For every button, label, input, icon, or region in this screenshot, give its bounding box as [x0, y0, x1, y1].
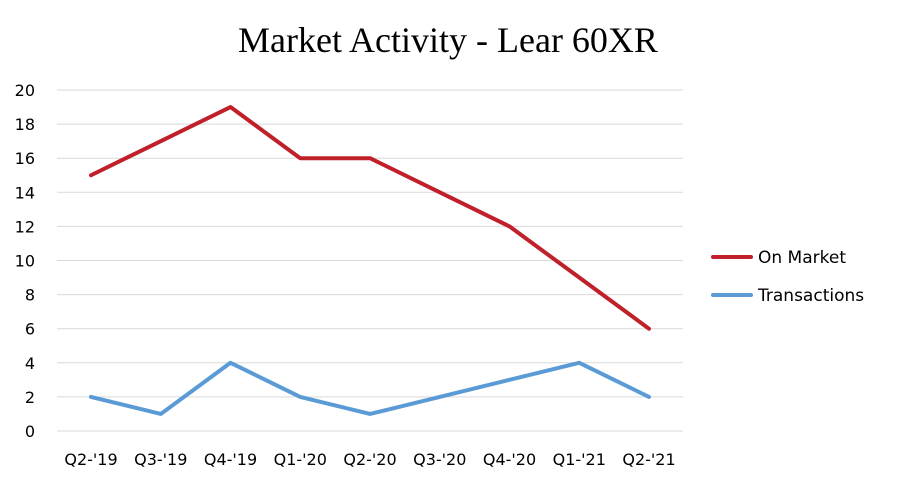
y-tick-label: 6 [25, 320, 35, 339]
data-point [438, 395, 442, 399]
legend-item: Transactions [711, 286, 864, 306]
data-point [577, 276, 581, 280]
x-tick-label: Q4-'20 [483, 450, 536, 469]
legend-item: On Market [711, 248, 846, 268]
y-tick-label: 10 [15, 252, 35, 271]
y-axis: 0 2 4 6 8 10 12 14 16 18 20 [15, 81, 35, 441]
y-tick-label: 4 [25, 354, 35, 373]
series-transactions [89, 360, 651, 416]
data-point [298, 156, 302, 160]
y-tick-label: 8 [25, 286, 35, 305]
y-tick-label: 14 [15, 183, 35, 202]
x-tick-label: Q2-'20 [343, 450, 396, 469]
data-point [159, 139, 163, 143]
series-line [89, 105, 651, 331]
data-point [508, 224, 511, 228]
x-tick-label: Q1-'21 [553, 450, 606, 469]
gridlines [57, 89, 683, 432]
data-point [368, 156, 372, 160]
y-tick-label: 0 [25, 422, 35, 441]
y-tick-label: 12 [15, 217, 35, 236]
x-tick-label: Q1-'20 [274, 450, 327, 469]
x-tick-label: Q2-'21 [622, 450, 675, 469]
data-point [89, 173, 93, 177]
y-tick-label: 20 [15, 81, 35, 100]
data-point [647, 395, 651, 399]
data-point [89, 395, 93, 399]
chart-title: Market Activity - Lear 60XR [238, 20, 658, 60]
data-point [159, 412, 163, 416]
data-point [438, 190, 442, 194]
data-point [368, 412, 372, 416]
series-on-market [89, 105, 651, 331]
legend-label: Transactions [757, 286, 864, 306]
data-point [647, 327, 651, 331]
legend: On Market Transactions [711, 248, 864, 306]
legend-label: On Market [758, 248, 846, 268]
y-tick-label: 16 [15, 149, 35, 168]
y-tick-label: 2 [25, 388, 35, 407]
data-point [229, 105, 232, 109]
x-tick-label: Q3-'19 [134, 450, 187, 469]
data-point [229, 361, 232, 365]
data-point [298, 395, 302, 399]
x-tick-label: Q4-'19 [204, 450, 257, 469]
x-axis: Q2-'19 Q3-'19 Q4-'19 Q1-'20 Q2-'20 Q3-'20 Q4-'… [64, 450, 675, 469]
data-point [508, 378, 511, 382]
data-point [577, 361, 581, 365]
x-tick-label: Q2-'19 [64, 450, 117, 469]
series-line [89, 360, 651, 416]
series-lines [89, 105, 651, 416]
y-tick-label: 18 [15, 115, 35, 134]
x-tick-label: Q3-'20 [413, 450, 466, 469]
